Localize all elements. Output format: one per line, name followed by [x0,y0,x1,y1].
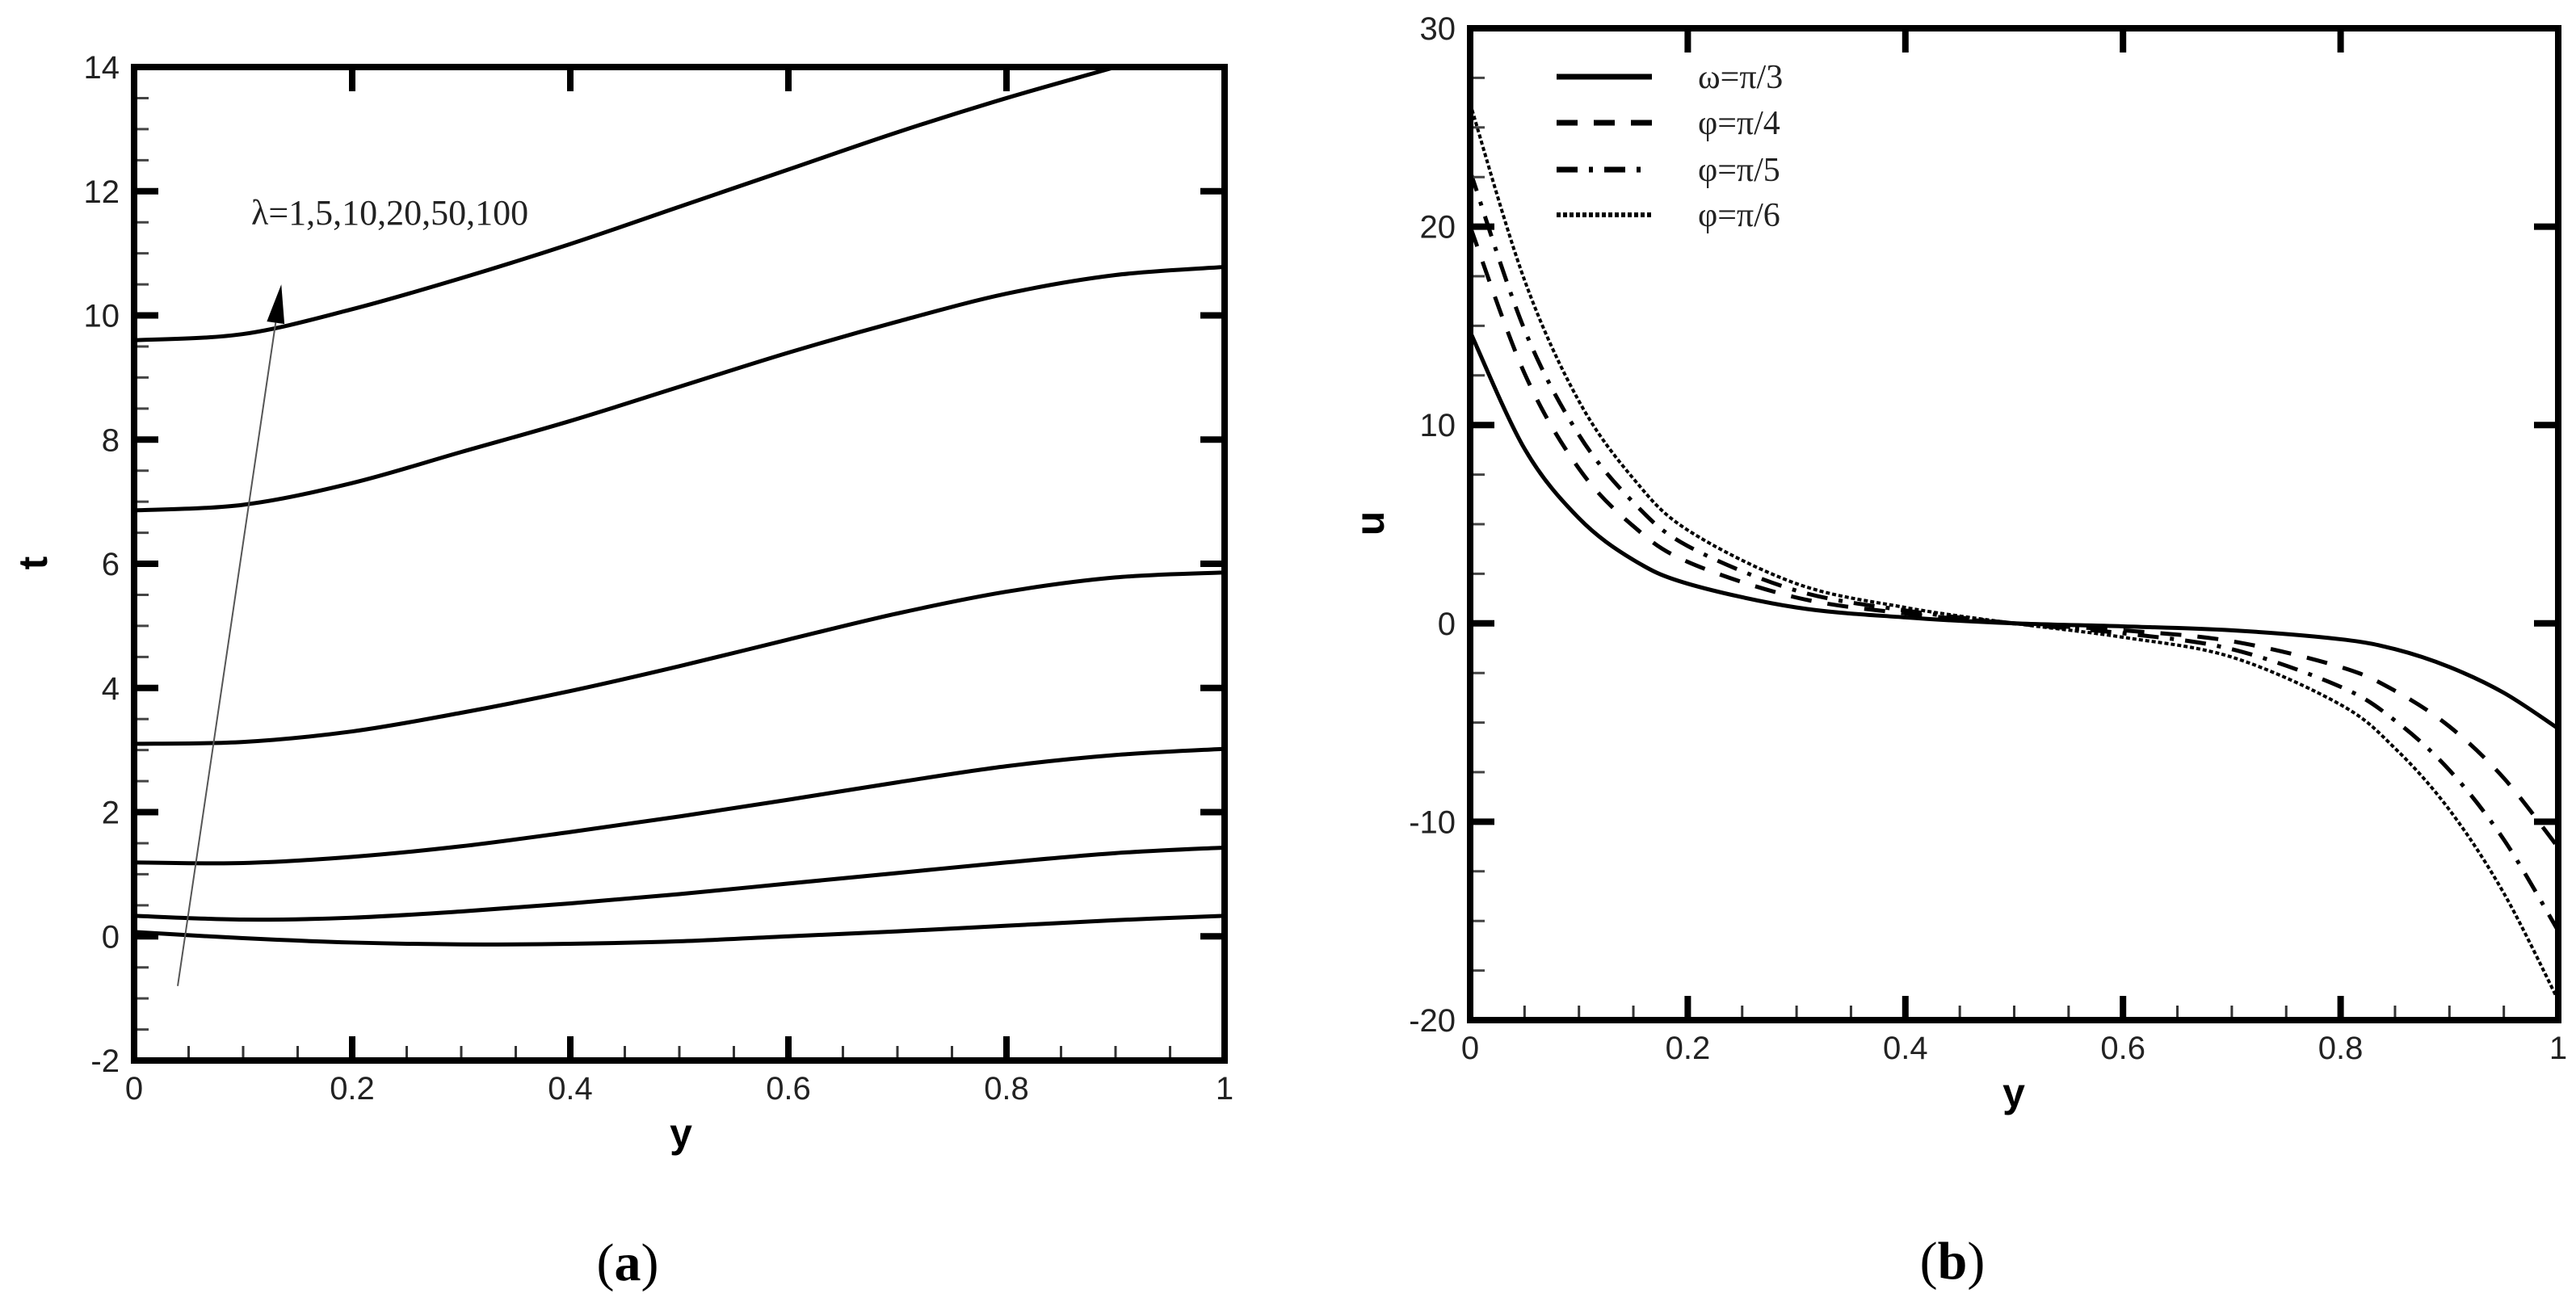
y-tick-label: 20 [1420,210,1456,246]
legend-label: φ=π/5 [1698,152,1780,189]
legend-item: φ=π/6 [1557,197,1780,234]
y-tick-label: 2 [102,796,120,831]
y-tick-label: 12 [84,174,120,210]
x-tick-label: 1 [1216,1071,1233,1107]
series-line-1 [134,845,1225,922]
x-tick-label: 0.4 [1883,1031,1928,1066]
chart-b-frame [1467,25,2561,1023]
chart-b-tick-labels: 0 0.2 0.4 0.6 0.8 1 -20 -10 0 10 20 30 [1409,11,2567,1066]
x-tick-label: 0.8 [2318,1031,2364,1066]
y-tick-label: 6 [102,547,120,582]
chart-a-y-axis-title: t [11,556,56,569]
y-tick-label: 0 [102,919,120,955]
chart-a-annotation: λ=1,5,10,20,50,100 [177,193,528,986]
x-tick-label: 0.6 [766,1071,811,1107]
x-tick-label: 0.2 [1666,1031,1711,1066]
legend-item: ω=π/3 [1557,59,1783,96]
y-tick-label: 0 [1438,607,1456,642]
y-tick-label: 10 [84,299,120,334]
y-tick-label: 8 [102,422,120,458]
legend-label: φ=π/4 [1698,105,1780,142]
y-tick-label: -20 [1409,1003,1456,1039]
series-line-1 [1470,225,2558,849]
chart-a-curves [134,67,1225,947]
arrow-head-icon [267,284,285,325]
x-tick-label: 0.2 [330,1071,375,1107]
x-tick-label: 0.6 [2100,1031,2145,1066]
chart-a-x-axis-title: y [670,1111,692,1156]
x-tick-label: 0.8 [984,1071,1029,1107]
x-tick-label: 0 [125,1071,143,1107]
series-line-4 [134,265,1225,513]
chart-a-frame [131,64,1228,1064]
y-tick-label: 10 [1420,408,1456,443]
series-line-3 [1470,103,2558,1002]
y-tick-label: 30 [1420,11,1456,47]
legend-label: ω=π/3 [1698,59,1783,96]
legend-label: φ=π/6 [1698,197,1780,234]
caption-b: (b) [1920,1232,1986,1291]
series-line-3 [134,570,1225,746]
lambda-annotation: λ=1,5,10,20,50,100 [251,193,528,233]
y-tick-label: -2 [90,1044,120,1079]
chart-b-curves [1470,103,2558,1002]
series-line-2 [1470,170,2558,932]
y-tick-label: 4 [102,671,120,707]
chart-b-y-axis-title: u [1347,511,1393,536]
x-tick-label: 0.4 [548,1071,593,1107]
x-tick-label: 0 [1461,1031,1479,1066]
series-line-2 [134,746,1225,866]
chart-panel-b: 0 0.2 0.4 0.6 0.8 1 -20 -10 0 10 20 30 ω=π/3 φ=π/4 φ=… [1347,11,2567,1291]
y-tick-label: -10 [1409,804,1456,840]
y-tick-label: 14 [84,50,120,86]
chart-b-legend: ω=π/3 φ=π/4 φ=π/5 φ=π/6 [1557,59,1783,234]
series-line-0 [134,914,1225,947]
x-tick-label: 1 [2549,1031,2567,1066]
caption-a: (a) [597,1233,659,1292]
legend-item: φ=π/5 [1557,152,1780,189]
chart-b-x-axis-title: y [2002,1070,2025,1115]
arrow-line [177,322,277,986]
legend-item: φ=π/4 [1557,105,1780,142]
series-line-0 [1470,330,2558,731]
series-line-5 [134,67,1124,342]
